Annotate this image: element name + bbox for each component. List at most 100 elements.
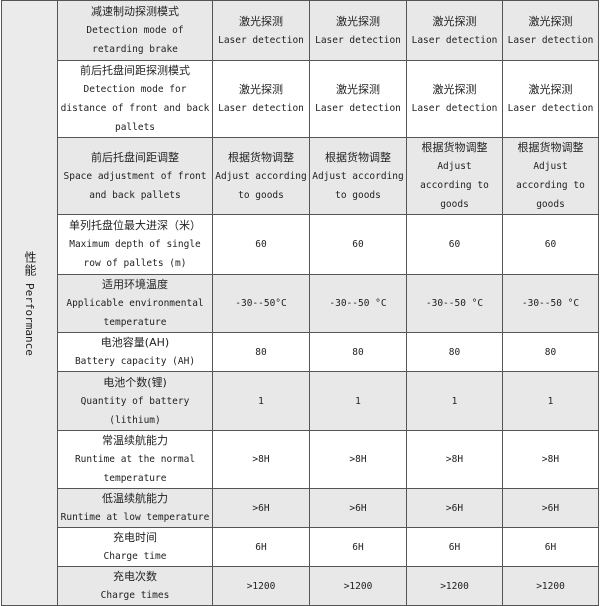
value-text: 激光探测	[336, 83, 380, 96]
section-label-cell: 性能 Performance	[1, 0, 58, 606]
row-label-en: Battery capacity (AH)	[74, 356, 196, 367]
value-text: 激光探测	[336, 14, 380, 28]
value-cell: -30--50°C	[212, 274, 310, 333]
value-cell: >8H	[309, 430, 407, 489]
row-label: 常温续航能力 Runtime at the normal temperature	[57, 430, 213, 489]
value-cell: >6H	[212, 488, 310, 528]
row-label-cn: 前后托盘间距探测模式	[80, 64, 190, 77]
value-cell: 6H	[212, 527, 310, 567]
row-label-cn: 减速制动探测模式	[91, 5, 179, 18]
value-text: 激光探测	[528, 14, 573, 28]
value-cell: 激光探测 Laser detection	[406, 60, 503, 138]
value-text: Laser detection	[315, 34, 401, 46]
value-text: >1200	[343, 580, 373, 592]
row-label: 前后托盘间距调整 Space adjustment of front and ba…	[57, 137, 213, 215]
value-cell: 根据货物调整 Adjust according to goods	[406, 137, 503, 215]
row-label: 充电时间 Charge time	[57, 527, 213, 567]
value-text: Laser detection	[315, 103, 401, 114]
value-text: >6H	[445, 502, 464, 514]
value-text: 激光探测	[432, 83, 477, 96]
value-text: 1	[258, 395, 264, 407]
table-row: 前后托盘间距调整 Space adjustment of front and ba…	[2, 137, 599, 215]
value-text: 1	[451, 395, 458, 407]
value-text: 根据货物调整	[421, 141, 488, 154]
row-label-cn: 单列托盘位最大进深（米）	[69, 219, 201, 232]
value-cell: 6H	[309, 527, 407, 567]
value-text: 6H	[544, 541, 557, 553]
value-text: Laser detection	[218, 103, 304, 114]
value-text: -30--50 °C	[425, 298, 484, 309]
value-text: >1200	[536, 580, 565, 592]
value-text: >8H	[349, 454, 367, 465]
row-label: 适用环境温度 Applicable environmental temperatu…	[57, 274, 213, 333]
value-cell: 激光探测 Laser detection	[212, 0, 310, 61]
value-text: >1200	[246, 580, 276, 592]
table-row: 常温续航能力 Runtime at the normal temperature >…	[2, 430, 599, 489]
value-cell: 80	[502, 332, 599, 372]
value-cell: 60	[406, 214, 503, 275]
table-row: 充电次数 Charge times >1200 >1200 >1200 >1200	[2, 566, 599, 606]
value-text: 6H	[352, 541, 364, 553]
value-cell: 激光探测 Laser detection	[502, 60, 599, 138]
value-text: >8H	[541, 454, 560, 465]
row-label-cn: 电池容量(AH)	[100, 336, 170, 349]
row-label-cn: 前后托盘间距调整	[91, 150, 179, 164]
value-text: -30--50°C	[235, 298, 287, 309]
row-label-en: Detection mode of retarding brake	[86, 25, 184, 55]
row-label-cn: 充电次数	[113, 570, 157, 583]
value-text: Laser detection	[411, 103, 498, 114]
table-row: 低温续航能力 Runtime at low temperature >6H >6H >6…	[2, 488, 599, 528]
value-text: Laser detection	[411, 34, 498, 46]
value-cell: 80	[406, 332, 503, 372]
row-label-en: Applicable environmental temperature	[66, 298, 204, 328]
value-text: -30--50 °C	[521, 298, 580, 309]
value-cell: 1	[309, 371, 407, 431]
value-text: Adjust according to goods	[215, 170, 307, 201]
row-label-en: Space adjustment of front and back palle…	[63, 170, 207, 201]
value-cell: 6H	[406, 527, 503, 567]
value-text: 1	[547, 395, 554, 407]
value-cell: >1200	[212, 566, 310, 606]
value-text: Laser detection	[218, 34, 304, 46]
value-cell: 60	[212, 214, 310, 275]
value-text: 激光探测	[528, 83, 573, 96]
row-label-cn: 电池个数(锂)	[103, 375, 167, 389]
value-text: >8H	[445, 454, 464, 465]
value-text: Laser detection	[507, 34, 594, 46]
value-cell: 1	[502, 371, 599, 431]
value-text: >6H	[541, 502, 560, 514]
value-text: >6H	[349, 502, 367, 514]
value-text: 60	[352, 239, 364, 250]
value-cell: 根据货物调整 Adjust according to goods	[212, 137, 310, 215]
row-label-en: Runtime at the normal temperature	[74, 454, 196, 484]
row-label: 充电次数 Charge times	[57, 566, 213, 606]
value-text: 根据货物调整	[228, 150, 294, 164]
value-text: 80	[448, 346, 461, 358]
row-label-cn: 低温续航能力	[102, 492, 168, 505]
table-row: 适用环境温度 Applicable environmental temperatu…	[2, 274, 599, 333]
value-text: 80	[544, 346, 557, 358]
value-text: Adjust according to goods	[312, 170, 404, 201]
value-text: 6H	[448, 541, 461, 553]
row-label: 减速制动探测模式 Detection mode of retarding brak…	[57, 0, 213, 61]
value-text: 激光探测	[432, 14, 477, 28]
row-label-en: Quantity of battery (lithium)	[80, 395, 190, 426]
table-row: 电池个数(锂) Quantity of battery (lithium) 1 1 1 1	[2, 371, 599, 431]
value-cell: 激光探测 Laser detection	[309, 0, 407, 61]
row-label: 低温续航能力 Runtime at low temperature	[57, 488, 213, 528]
value-cell: 60	[309, 214, 407, 275]
value-cell: 1	[212, 371, 310, 431]
value-text: >1200	[440, 580, 469, 592]
row-label-en: Detection mode for distance of front and…	[60, 84, 210, 133]
table-row: 电池容量(AH) Battery capacity (AH) 80 80 80 80	[2, 332, 599, 372]
value-cell: 激光探测 Laser detection	[502, 0, 599, 61]
value-cell: -30--50 °C	[309, 274, 407, 333]
row-label-cn: 适用环境温度	[102, 278, 168, 291]
value-text: >8H	[252, 454, 270, 465]
table-row: 充电时间 Charge time 6H 6H 6H 6H	[2, 527, 599, 567]
value-text: -30--50 °C	[329, 298, 387, 309]
value-text: 1	[355, 395, 361, 407]
value-cell: 激光探测 Laser detection	[212, 60, 310, 138]
